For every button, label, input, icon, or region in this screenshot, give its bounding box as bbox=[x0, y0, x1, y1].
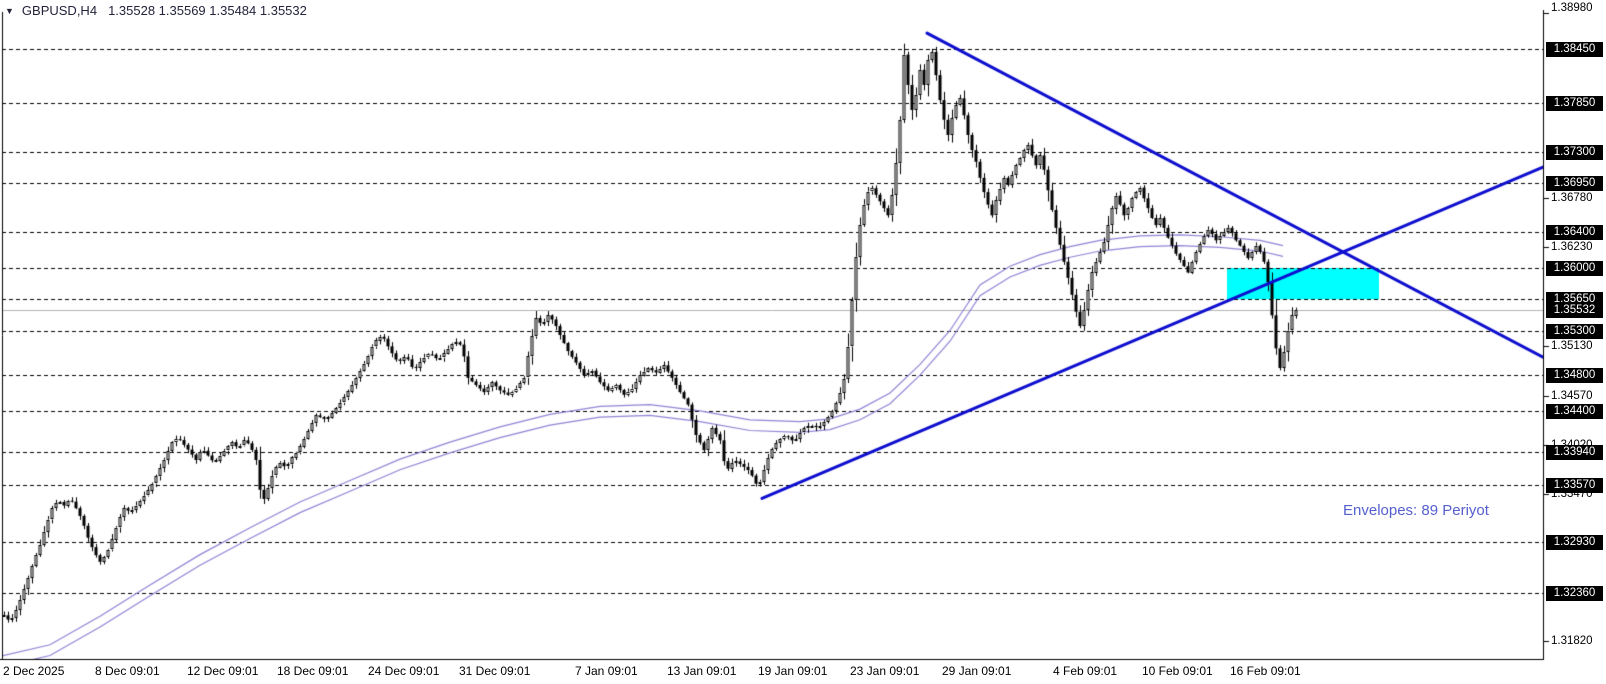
time-axis-label: 4 Feb 09:01 bbox=[1053, 664, 1118, 678]
price-level-label: 1.38450 bbox=[1546, 42, 1603, 57]
price-level-label: 1.34400 bbox=[1546, 404, 1603, 419]
price-level-label: 1.32360 bbox=[1546, 586, 1603, 601]
envelopes-annotation: Envelopes: 89 Periyot bbox=[1343, 502, 1489, 519]
time-axis-label: 16 Feb 09:01 bbox=[1230, 664, 1301, 678]
price-scale-label: 1.36230 bbox=[1551, 241, 1593, 253]
price-scale-label: 1.36780 bbox=[1551, 192, 1593, 204]
time-axis-label: 18 Dec 09:01 bbox=[277, 664, 349, 678]
current-price-label: 1.35532 bbox=[1546, 303, 1603, 318]
price-level-label: 1.35300 bbox=[1546, 324, 1603, 339]
time-axis-label: 19 Jan 09:01 bbox=[758, 664, 828, 678]
price-scale-label: 1.35130 bbox=[1551, 340, 1593, 352]
time-axis-label: 7 Jan 09:01 bbox=[575, 664, 638, 678]
time-axis-label: 12 Dec 09:01 bbox=[187, 664, 259, 678]
price-level-label: 1.32930 bbox=[1546, 535, 1603, 550]
time-axis-label: 10 Feb 09:01 bbox=[1142, 664, 1213, 678]
time-axis-label: 31 Dec 09:01 bbox=[459, 664, 531, 678]
price-scale-label: 1.34570 bbox=[1551, 390, 1593, 402]
time-axis-label: 23 Jan 09:01 bbox=[850, 664, 920, 678]
price-level-label: 1.36000 bbox=[1546, 261, 1603, 276]
price-level-label: 1.34800 bbox=[1546, 368, 1603, 383]
price-level-label: 1.37300 bbox=[1546, 145, 1603, 160]
price-level-label: 1.36950 bbox=[1546, 176, 1603, 191]
symbol-period-label: GBPUSD,H4 bbox=[21, 3, 98, 18]
time-axis-label: 2 Dec 2025 bbox=[3, 664, 65, 678]
time-axis-label: 29 Jan 09:01 bbox=[942, 664, 1012, 678]
time-axis-label: 8 Dec 09:01 bbox=[95, 664, 160, 678]
ohlc-quotes-label: 1.35528 1.35569 1.35484 1.35532 bbox=[108, 3, 307, 18]
price-scale-label: 1.31820 bbox=[1551, 635, 1593, 647]
time-axis-label: 24 Dec 09:01 bbox=[368, 664, 440, 678]
price-level-label: 1.36400 bbox=[1546, 225, 1603, 240]
price-level-label: 1.33570 bbox=[1546, 478, 1603, 493]
price-level-label: 1.33940 bbox=[1546, 445, 1603, 460]
symbol-dropdown-icon[interactable]: ▼ bbox=[5, 5, 14, 16]
price-scale-label: 1.38980 bbox=[1551, 2, 1593, 14]
price-level-label: 1.37850 bbox=[1546, 96, 1603, 111]
chart-title: ▼ GBPUSD,H4 1.35528 1.35569 1.35484 1.35… bbox=[5, 3, 307, 18]
time-axis-label: 13 Jan 09:01 bbox=[667, 664, 737, 678]
